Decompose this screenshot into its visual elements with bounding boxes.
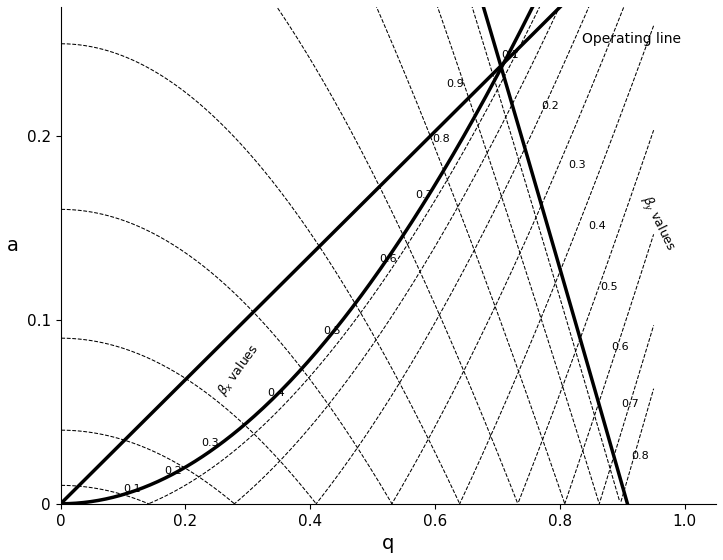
Text: 0.1: 0.1 — [501, 50, 519, 60]
Text: 0.6: 0.6 — [611, 342, 629, 352]
Text: Operating line: Operating line — [582, 31, 681, 45]
Text: 0.7: 0.7 — [415, 190, 433, 199]
Text: 0.4: 0.4 — [267, 389, 285, 398]
Text: 0.9: 0.9 — [446, 79, 464, 89]
Text: 0.5: 0.5 — [323, 326, 341, 336]
Text: 0.3: 0.3 — [569, 160, 586, 170]
Text: $\beta_y$ values: $\beta_y$ values — [636, 193, 678, 255]
Text: 0.8: 0.8 — [632, 451, 649, 461]
Text: 0.6: 0.6 — [380, 254, 397, 264]
Text: 0.2: 0.2 — [164, 466, 182, 475]
Text: 0.1: 0.1 — [124, 484, 141, 494]
Y-axis label: a: a — [7, 236, 19, 255]
Text: 0.4: 0.4 — [589, 221, 607, 231]
Text: 0.7: 0.7 — [621, 399, 639, 409]
Text: $\beta_x$ values: $\beta_x$ values — [214, 340, 263, 399]
Text: 0.2: 0.2 — [541, 101, 559, 111]
Text: 0.3: 0.3 — [202, 438, 219, 448]
X-axis label: q: q — [382, 534, 395, 553]
Text: 0.8: 0.8 — [432, 134, 450, 144]
Text: 0.5: 0.5 — [601, 282, 618, 292]
